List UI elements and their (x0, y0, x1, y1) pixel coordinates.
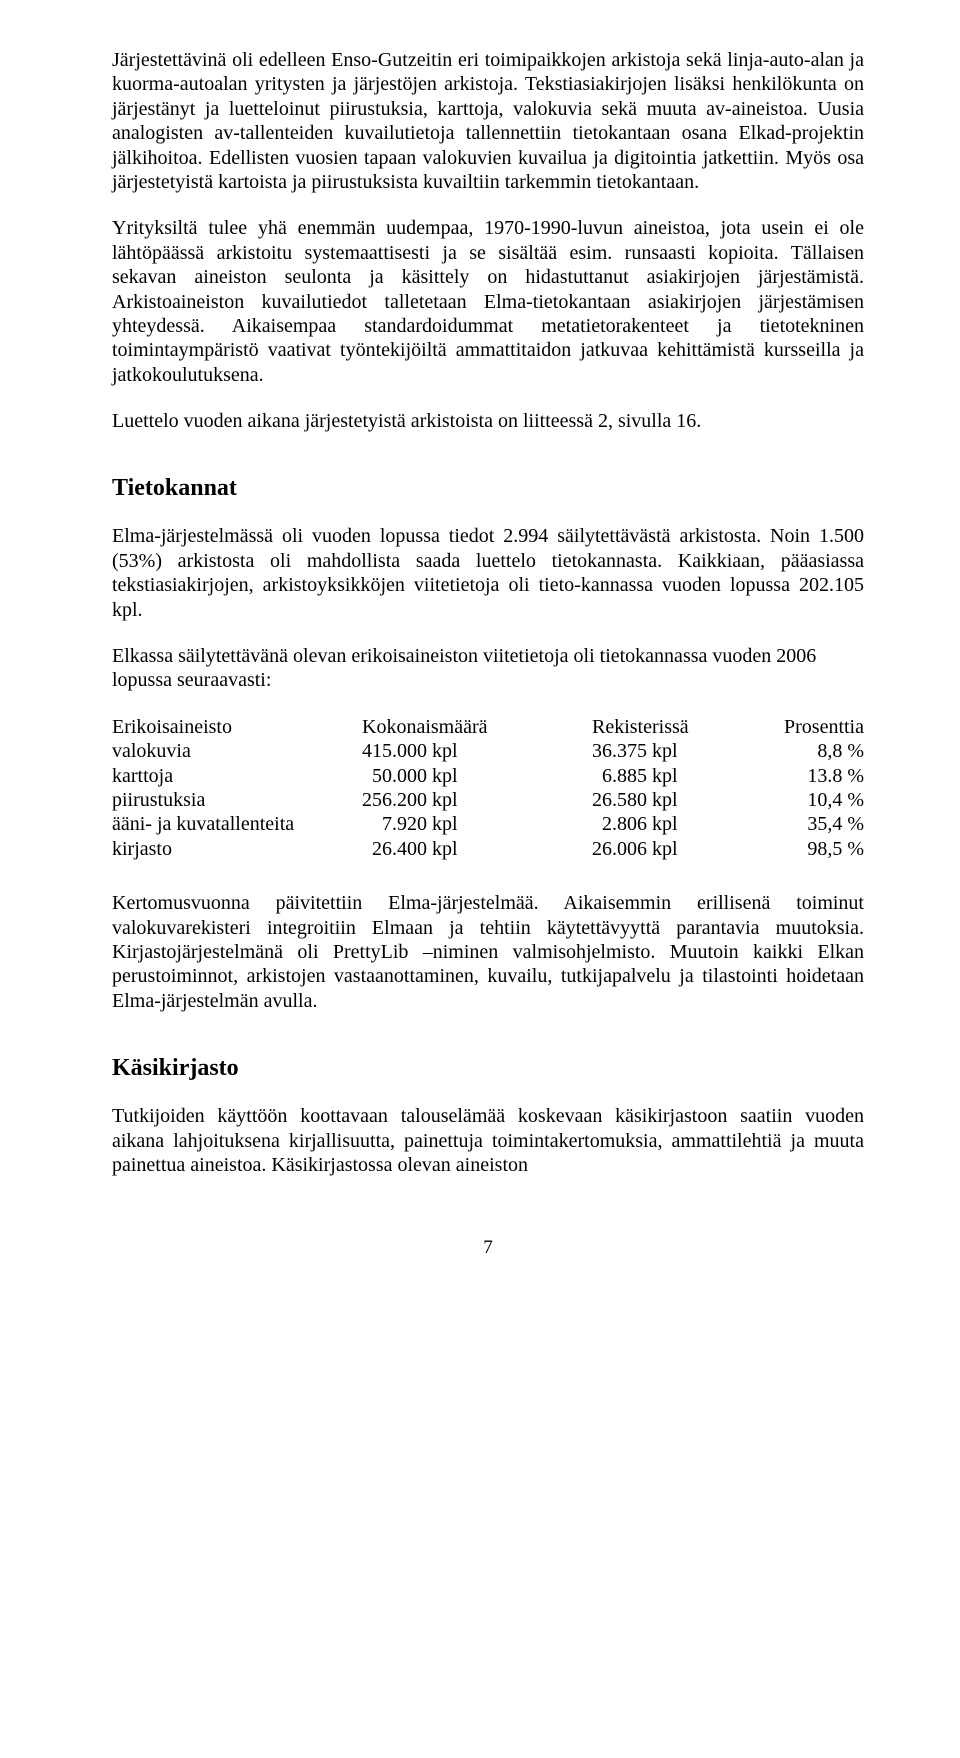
table-row: karttoja 50.000 kpl 6.885 kpl 13.8 % (112, 764, 864, 788)
table-cell: 8,8 % (742, 739, 864, 763)
table-cell: 7.920 kpl (362, 812, 592, 836)
paragraph-7: Tutkijoiden käyttöön koottavaan talousel… (112, 1104, 864, 1177)
table-cell: 35,4 % (742, 812, 864, 836)
paragraph-1: Järjestettävinä oli edelleen Enso-Gutzei… (112, 48, 864, 194)
table-cell: 415.000 kpl (362, 739, 592, 763)
paragraph-2: Yrityksiltä tulee yhä enemmän uudempaa, … (112, 216, 864, 387)
table-cell: 10,4 % (742, 788, 864, 812)
table-header-cell: Prosenttia (742, 715, 864, 739)
table-header-cell: Kokonaismäärä (362, 715, 592, 739)
erikoisaineisto-table: Erikoisaineisto Kokonaismäärä Rekisteris… (112, 715, 864, 861)
table-header-cell: Rekisterissä (592, 715, 742, 739)
table-row: ääni- ja kuvatallenteita 7.920 kpl 2.806… (112, 812, 864, 836)
table-cell: karttoja (112, 764, 362, 788)
table-row: kirjasto 26.400 kpl 26.006 kpl 98,5 % (112, 837, 864, 861)
table-row: valokuvia 415.000 kpl 36.375 kpl 8,8 % (112, 739, 864, 763)
table-header-cell: Erikoisaineisto (112, 715, 362, 739)
heading-kasikirjasto: Käsikirjasto (112, 1055, 864, 1082)
paragraph-3: Luettelo vuoden aikana järjestetyistä ar… (112, 409, 864, 433)
table-cell: 26.580 kpl (592, 788, 742, 812)
table-cell: 98,5 % (742, 837, 864, 861)
table-cell: ääni- ja kuvatallenteita (112, 812, 362, 836)
paragraph-4: Elma-järjestelmässä oli vuoden lopussa t… (112, 524, 864, 622)
table-header-row: Erikoisaineisto Kokonaismäärä Rekisteris… (112, 715, 864, 739)
table-cell: kirjasto (112, 837, 362, 861)
table-cell: 13.8 % (742, 764, 864, 788)
table-cell: 50.000 kpl (362, 764, 592, 788)
table-cell: piirustuksia (112, 788, 362, 812)
paragraph-5: Elkassa säilytettävänä olevan erikoisain… (112, 644, 864, 693)
table-cell: 36.375 kpl (592, 739, 742, 763)
table-cell: valokuvia (112, 739, 362, 763)
paragraph-6: Kertomusvuonna päivitettiin Elma-järjest… (112, 891, 864, 1013)
table-cell: 256.200 kpl (362, 788, 592, 812)
table-row: piirustuksia 256.200 kpl 26.580 kpl 10,4… (112, 788, 864, 812)
page-number: 7 (112, 1237, 864, 1259)
heading-tietokannat: Tietokannat (112, 475, 864, 502)
table-cell: 2.806 kpl (592, 812, 742, 836)
table-cell: 26.400 kpl (362, 837, 592, 861)
table-cell: 26.006 kpl (592, 837, 742, 861)
table-cell: 6.885 kpl (592, 764, 742, 788)
